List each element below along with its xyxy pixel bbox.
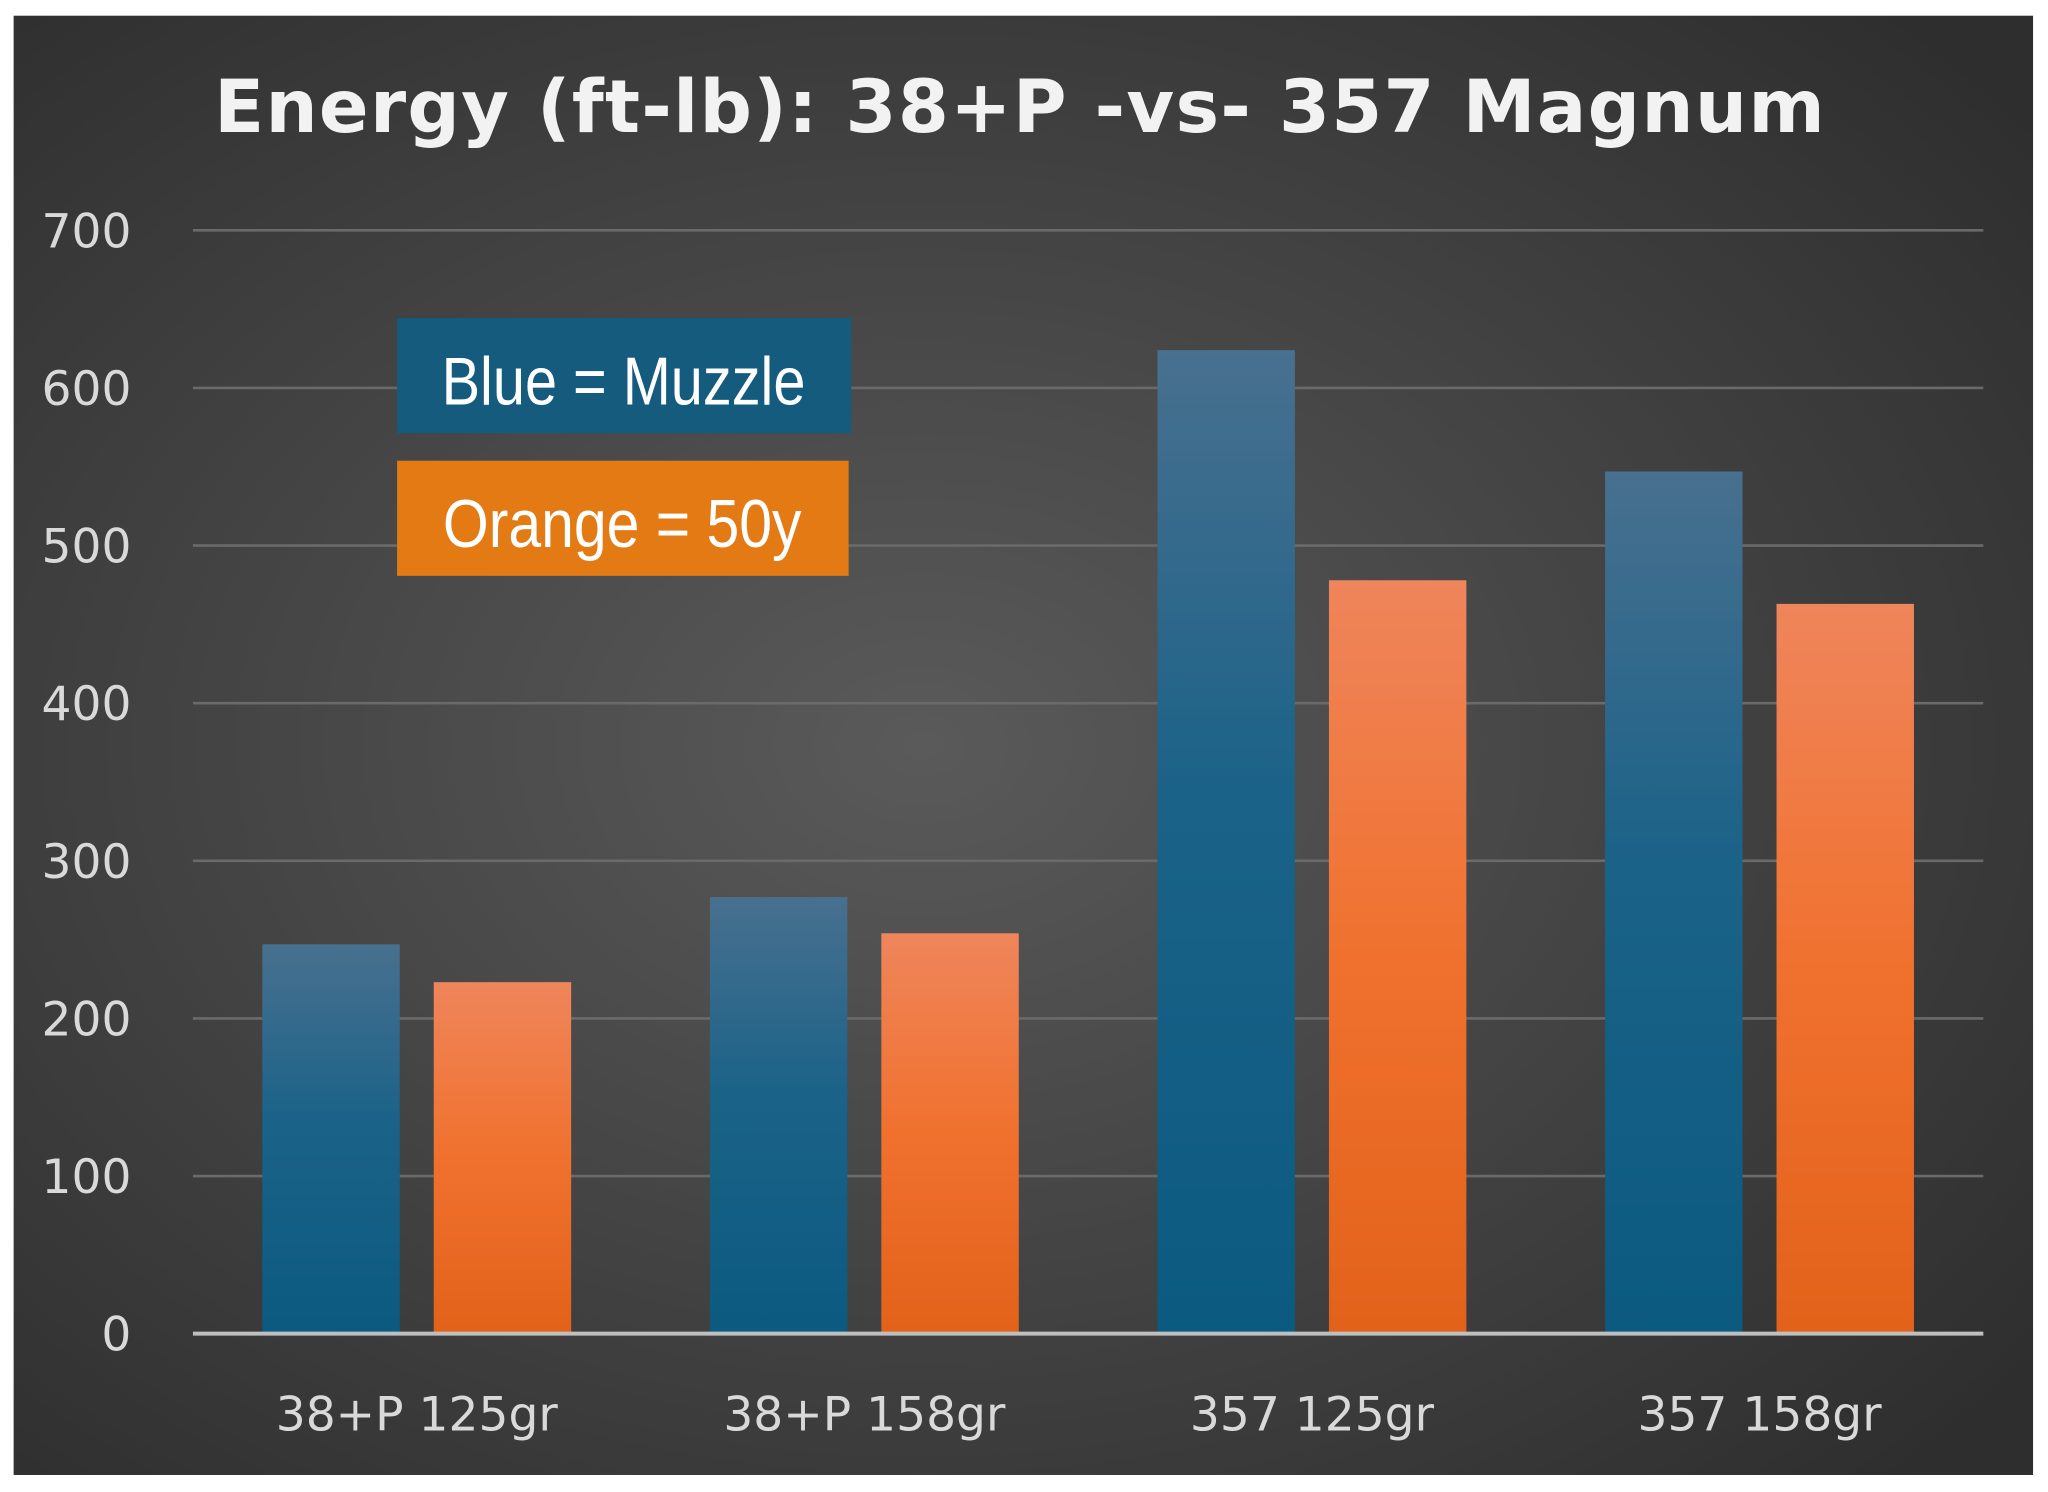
legend-box-orange	[397, 460, 849, 576]
x-tick-label: 357 158gr	[1637, 1387, 1882, 1442]
bar-50y-3	[1328, 580, 1467, 1334]
y-tick-label: 200	[41, 992, 131, 1047]
y-axis: 0 100 200 300 400 500 600 700	[41, 204, 131, 1362]
bars	[262, 350, 1914, 1334]
bar-muzzle-2	[709, 897, 848, 1334]
x-tick-label: 38+P 125gr	[276, 1387, 559, 1442]
bar-muzzle-3	[1157, 350, 1295, 1334]
bar-50y-4	[1776, 603, 1914, 1334]
legend-text-blue: Blue = Muzzle	[442, 343, 806, 419]
bar-50y-2	[881, 933, 1019, 1334]
x-tick-label: 38+P 158gr	[723, 1387, 1006, 1442]
bar-50y-1	[433, 982, 572, 1334]
chart-title: Energy (ft-lb): 38+P -vs- 357 Magnum	[214, 65, 1826, 150]
y-tick-label: 100	[41, 1150, 131, 1205]
y-tick-label: 400	[41, 677, 131, 732]
x-axis: 38+P 125gr 38+P 158gr 357 125gr 357 158gr	[276, 1387, 1882, 1442]
y-tick-label: 0	[101, 1308, 131, 1363]
y-tick-label: 700	[41, 204, 131, 259]
bar-muzzle-1	[262, 944, 400, 1334]
y-tick-label: 500	[41, 520, 131, 575]
y-tick-label: 300	[41, 835, 131, 890]
legend-box-blue	[397, 318, 852, 434]
y-tick-label: 600	[41, 362, 131, 417]
bar-muzzle-4	[1605, 471, 1743, 1334]
legend-text-orange: Orange = 50y	[443, 486, 802, 562]
x-tick-label: 357 125gr	[1190, 1387, 1435, 1442]
